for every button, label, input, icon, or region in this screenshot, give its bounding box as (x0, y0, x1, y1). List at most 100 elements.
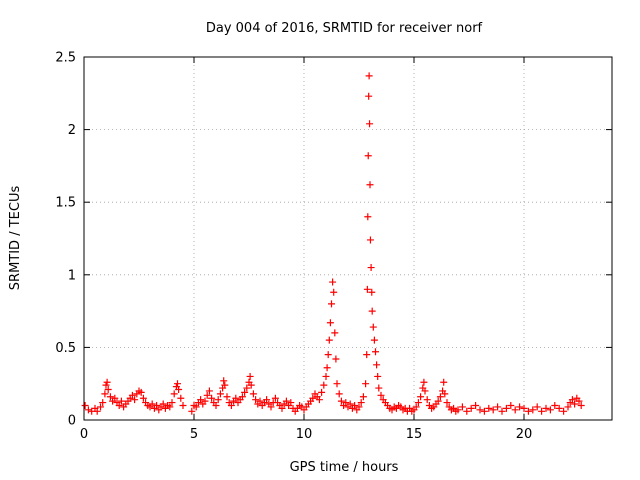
data-point (256, 397, 264, 405)
data-point (412, 403, 420, 411)
data-point (520, 404, 528, 412)
data-point (315, 396, 323, 404)
y-tick-label: 0.5 (55, 341, 76, 356)
data-point (97, 403, 104, 411)
data-point (417, 393, 425, 401)
data-point (287, 399, 295, 407)
data-point (238, 393, 246, 401)
data-point (137, 388, 145, 396)
data-point (106, 393, 114, 401)
data-point (434, 397, 442, 405)
data-point (175, 386, 183, 394)
data-point (153, 401, 161, 409)
data-point (511, 406, 519, 414)
data-point (546, 406, 554, 414)
data-point (454, 406, 462, 414)
x-axis-label: GPS time / hours (290, 460, 399, 475)
data-point (93, 407, 101, 415)
data-point (542, 404, 550, 412)
data-point (101, 390, 109, 398)
data-point (359, 393, 367, 401)
data-point (325, 336, 333, 344)
data-point (335, 390, 343, 398)
data-point (159, 400, 167, 408)
data-point (117, 397, 125, 405)
data-point (529, 406, 537, 414)
y-axis-label: SRMTID / TECUs (8, 186, 23, 291)
data-point (179, 401, 187, 409)
data-point (560, 407, 568, 415)
data-point (99, 399, 107, 407)
data-point (223, 393, 231, 401)
data-point (309, 394, 317, 402)
y-tick-label: 2 (68, 123, 76, 138)
data-point (332, 355, 340, 363)
data-point (201, 397, 209, 405)
data-point (377, 391, 385, 399)
data-point (368, 307, 376, 315)
data-point (443, 399, 451, 407)
data-point (232, 394, 240, 402)
data-point (104, 386, 112, 394)
data-point (365, 72, 373, 80)
data-point (524, 407, 532, 415)
data-point (111, 394, 119, 402)
data-point (328, 300, 335, 308)
data-point (440, 378, 448, 386)
data-point (263, 396, 271, 404)
data-point (363, 285, 371, 293)
data-point (323, 364, 331, 372)
data-point (205, 387, 213, 395)
data-point (337, 397, 345, 405)
data-point (373, 361, 381, 369)
data-point (489, 406, 497, 414)
data-point (333, 380, 341, 388)
data-point (366, 236, 374, 244)
data-point (214, 396, 222, 404)
data-point (458, 403, 466, 411)
data-point (533, 403, 541, 411)
data-point (331, 329, 339, 337)
data-point (278, 404, 286, 412)
x-tick-label: 20 (516, 427, 533, 442)
data-point (366, 120, 374, 128)
data-point (369, 323, 377, 331)
data-point (267, 403, 275, 411)
data-point (103, 378, 111, 386)
data-point (355, 403, 363, 411)
data-point (115, 401, 123, 409)
data-point (247, 381, 255, 389)
data-point (84, 406, 92, 414)
plot-frame (83, 56, 613, 421)
data-point (472, 401, 480, 409)
data-point (507, 401, 515, 409)
data-point (139, 394, 147, 402)
data-point (364, 152, 372, 160)
data-point (485, 404, 493, 412)
data-point (362, 380, 370, 388)
data-point (374, 372, 382, 380)
data-point (551, 401, 559, 409)
grid-lines (84, 57, 612, 420)
data-point (322, 372, 330, 380)
data-point (282, 397, 290, 405)
data-point (564, 403, 572, 411)
data-point (148, 400, 156, 408)
data-point (538, 407, 546, 415)
data-point (220, 377, 228, 385)
data-point (329, 278, 337, 286)
data-point (367, 264, 375, 272)
data-point (365, 92, 373, 100)
x-tick-label: 0 (80, 427, 88, 442)
data-point (170, 390, 178, 398)
data-point (243, 384, 251, 392)
data-point (324, 351, 332, 359)
data-point (208, 394, 216, 402)
y-tick-label: 1 (68, 268, 76, 283)
x-tick-label: 15 (406, 427, 423, 442)
data-point (174, 380, 181, 388)
data-point (364, 213, 372, 221)
data-point (81, 401, 89, 409)
data-point (571, 400, 579, 408)
